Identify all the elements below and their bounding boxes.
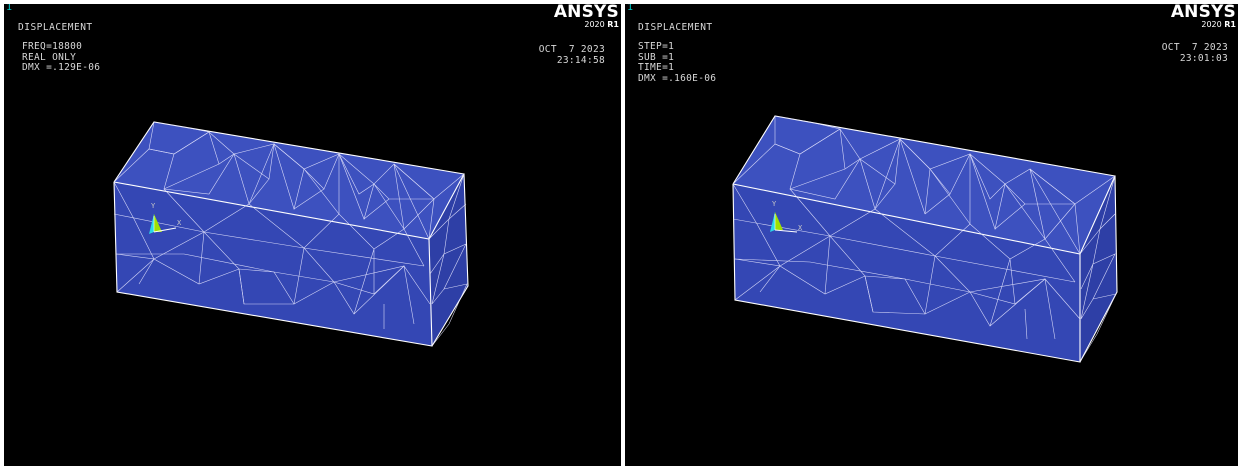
solution-info: STEP=1 SUB =1 TIME=1 DMX =.160E-06 [638,41,717,84]
model-side-face [1080,176,1117,362]
model-top-face [114,122,464,239]
ansys-logo: ANSYS 2020 R1 [1171,4,1236,29]
axis-y-label: Y [772,200,777,208]
version-year: 2020 [1201,20,1222,29]
window-number: 1 [6,4,13,13]
info-line: STEP=1 [638,41,675,52]
axis-triad-right [770,212,798,233]
plot-date: OCT 7 2023 [538,44,605,55]
datetime-stamp: OCT 7 2023 23:14:58 [539,44,605,66]
plot-date: OCT 7 2023 [1161,42,1228,53]
info-line: DMX =.129E-06 [22,62,101,73]
model-top-face [733,116,1115,254]
info-line: TIME=1 [638,62,675,73]
version-year: 2020 [584,20,605,29]
fe-model-left[interactable] [4,4,621,466]
graphics-window-left[interactable]: 1 DISPLACEMENT FREQ=18800 REAL ONLY DMX … [4,4,621,466]
info-line: REAL ONLY [22,51,77,63]
model-front-face [733,184,1080,362]
info-line: FREQ=18800 [22,41,83,52]
mesh-lines [732,115,1117,363]
axis-x-label: X [798,224,803,232]
plot-title: DISPLACEMENT [638,22,713,33]
axis-triad-left [149,214,177,234]
graphics-window-right[interactable]: 1 DISPLACEMENT STEP=1 SUB =1 TIME=1 DMX … [625,4,1238,466]
axis-y-label: Y [151,202,156,210]
mesh-lines [113,121,468,347]
plot-title: DISPLACEMENT [18,22,93,33]
window-number: 1 [627,4,634,13]
ansys-logo: ANSYS 2020 R1 [554,4,619,29]
plot-time: 23:01:03 [1179,53,1228,64]
version-release: R1 [607,20,619,29]
datetime-stamp: OCT 7 2023 23:01:03 [1162,42,1228,64]
solution-info: FREQ=18800 REAL ONLY DMX =.129E-06 [22,41,101,74]
logo-text: ANSYS [1170,4,1236,22]
info-line: DMX =.160E-06 [638,72,717,84]
logo-text: ANSYS [553,4,619,22]
plot-time: 23:14:58 [556,55,605,66]
axis-x-label: X [177,219,182,227]
info-line: SUB =1 [638,51,675,63]
fe-model-right[interactable] [625,4,1238,466]
version-release: R1 [1224,20,1236,29]
model-side-face [429,174,468,346]
